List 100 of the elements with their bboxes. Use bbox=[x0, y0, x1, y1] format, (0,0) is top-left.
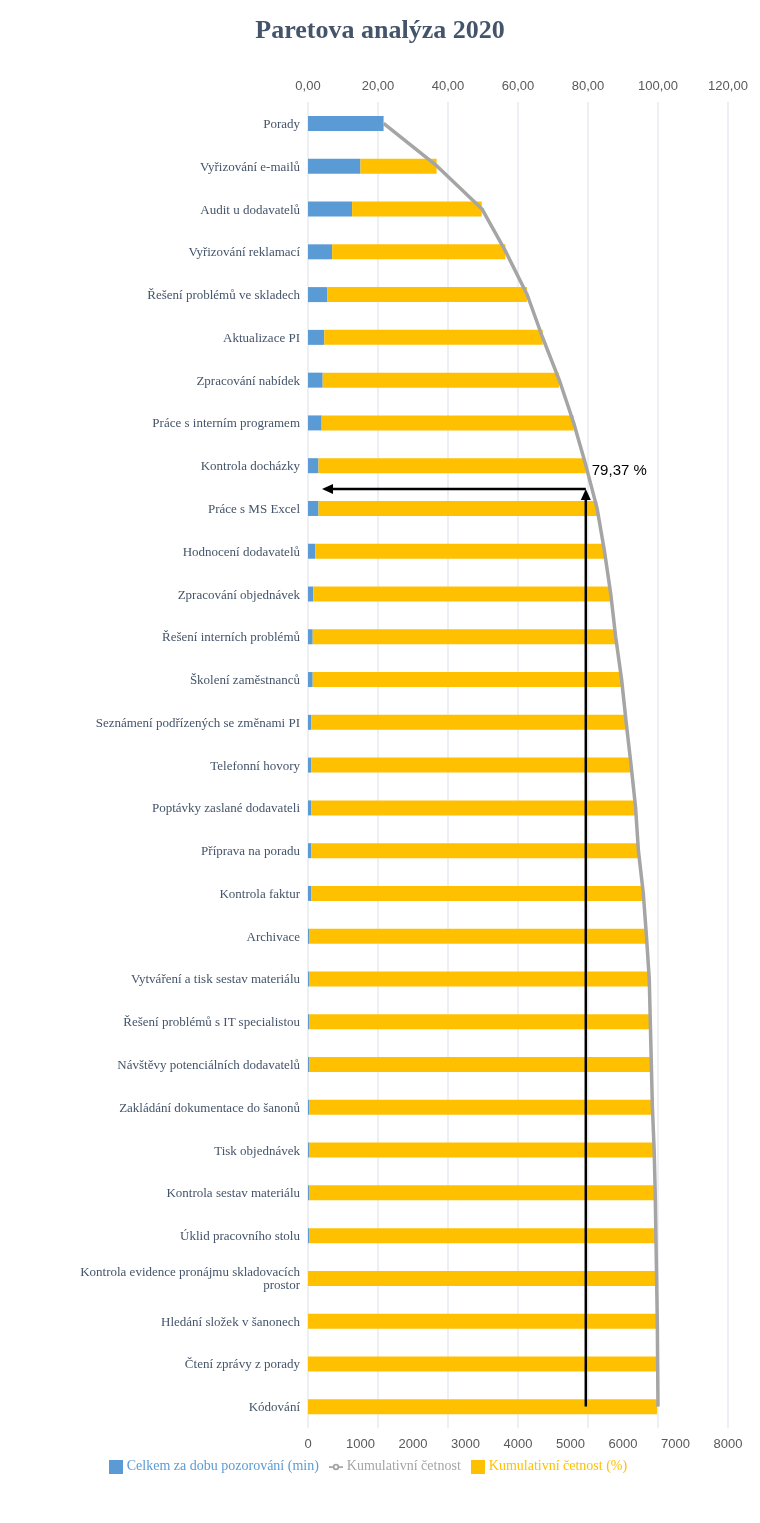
y-tick-label: Školení zaměstnanců bbox=[189, 672, 301, 688]
bar bbox=[308, 1270, 656, 1286]
y-tick-label: Kontrola docházky bbox=[200, 458, 301, 474]
y-tick-label: Zpracování objednávek bbox=[177, 586, 301, 602]
y-tick-label: Tisk objednávek bbox=[214, 1142, 301, 1158]
y-tick-label: Telefonní hovory bbox=[210, 757, 301, 773]
x2-tick-label: 20,00 bbox=[361, 78, 395, 93]
y-tick-label: Kontrola evidence pronájmu skladovacích prostor bbox=[80, 1264, 301, 1293]
x-tick-label: 6000 bbox=[608, 1436, 638, 1451]
bar bbox=[309, 1057, 651, 1073]
y-tick-label: Úklid pracovního stolu bbox=[180, 1228, 301, 1244]
y-tick-label: Vytváření a tisk sestav materiálu bbox=[131, 971, 301, 987]
bar bbox=[309, 1099, 653, 1115]
x2-tick-label: 0,00 bbox=[295, 78, 321, 93]
bar bbox=[309, 1185, 656, 1201]
bar bbox=[308, 372, 323, 388]
y-tick-label: Čtení zprávy z porady bbox=[184, 1356, 301, 1372]
y-tick-label: Porady bbox=[263, 116, 301, 131]
y-tick-label: Zpracování nabídek bbox=[196, 372, 301, 388]
y-tick-label: Vyřizování reklamací bbox=[188, 244, 301, 260]
bar bbox=[309, 1014, 650, 1030]
x2-tick-label: 40,00 bbox=[431, 78, 465, 93]
bar bbox=[308, 757, 312, 773]
x-tick-label: 5000 bbox=[556, 1436, 585, 1451]
bar bbox=[318, 500, 598, 516]
bar bbox=[315, 543, 605, 559]
bar bbox=[309, 1228, 657, 1244]
x-tick-label: 2000 bbox=[398, 1436, 428, 1451]
bar bbox=[308, 1313, 657, 1329]
y-tick-label: Seznámení podřízených se změnami PI bbox=[95, 714, 300, 730]
y-tick-label: Kontrola faktur bbox=[219, 885, 301, 901]
y-tick-label: Poptávky zaslané dodavateli bbox=[151, 800, 301, 816]
x2-tick-label: 120,00 bbox=[708, 78, 748, 93]
bar bbox=[308, 543, 316, 559]
y-tick-label: Práce s MS Excel bbox=[207, 500, 301, 516]
x-tick-label: 4000 bbox=[503, 1436, 533, 1451]
legend-label: Celkem za dobu pozorování (min) bbox=[126, 1458, 319, 1473]
bar bbox=[311, 714, 626, 730]
bar bbox=[318, 458, 586, 474]
bar bbox=[308, 672, 313, 688]
y-tick-label: Aktualizace PI bbox=[223, 329, 300, 345]
x2-tick-label: 100,00 bbox=[638, 78, 678, 93]
bar bbox=[311, 757, 631, 773]
bar bbox=[308, 458, 319, 474]
bar bbox=[308, 500, 319, 516]
y-tick-label: Řešení problémů ve skladech bbox=[147, 287, 301, 303]
bar bbox=[308, 714, 312, 730]
bar bbox=[312, 672, 622, 688]
bar bbox=[308, 329, 325, 345]
bar bbox=[332, 244, 506, 260]
bar bbox=[308, 586, 314, 602]
x-tick-label: 1000 bbox=[346, 1436, 375, 1451]
y-tick-label: Hledání složek v šanonech bbox=[161, 1313, 301, 1329]
bar bbox=[308, 116, 384, 131]
chart-title: Paretova analýza 2020 bbox=[254, 14, 506, 46]
legend-label: Kumulativní četnost bbox=[346, 1458, 461, 1473]
bar bbox=[311, 800, 636, 816]
y-tick-label: Řešení interních problémů bbox=[162, 629, 301, 645]
bar bbox=[308, 244, 333, 260]
bar bbox=[324, 329, 543, 345]
legend-label: Kumulativní četnost (%) bbox=[488, 1458, 628, 1473]
bar bbox=[308, 287, 328, 303]
bar bbox=[327, 287, 527, 303]
y-tick-label: Hodnocení dodavatelů bbox=[182, 543, 301, 559]
y-tick-label: Zakládání dokumentace do šanonů bbox=[119, 1099, 301, 1115]
y-tick-label: Řešení problémů s IT specialistou bbox=[123, 1014, 301, 1030]
x-tick-label: 3000 bbox=[451, 1436, 480, 1451]
x-tick-label: 0 bbox=[304, 1436, 312, 1451]
ref-line-label: 79,37 % bbox=[591, 460, 647, 478]
x-tick-label: 7000 bbox=[661, 1436, 690, 1451]
y-tick-label: Práce s interním programem bbox=[152, 415, 300, 431]
bar bbox=[312, 629, 616, 645]
y-tick-label: Kontrola sestav materiálu bbox=[166, 1185, 301, 1201]
bar bbox=[308, 843, 312, 859]
y-tick-label: Návštěvy potenciálních dodavatelů bbox=[117, 1057, 301, 1073]
x-tick-label: 8000 bbox=[713, 1436, 743, 1451]
bar bbox=[308, 629, 313, 645]
bar bbox=[308, 201, 353, 217]
bar bbox=[308, 158, 361, 174]
bar bbox=[308, 1356, 658, 1372]
bar bbox=[309, 1142, 654, 1158]
y-tick-label: Archivace bbox=[246, 928, 301, 944]
y-tick-label: Příprava na poradu bbox=[201, 843, 301, 859]
bar bbox=[308, 885, 312, 901]
bar bbox=[311, 843, 639, 859]
bar bbox=[308, 415, 322, 431]
bar bbox=[308, 1399, 658, 1415]
bar bbox=[322, 372, 559, 388]
y-tick-label: Vyřizování e-mailů bbox=[200, 158, 301, 174]
y-tick-label: Audit u dodavatelů bbox=[200, 201, 301, 217]
bar bbox=[352, 201, 482, 217]
bar bbox=[313, 586, 611, 602]
bar bbox=[321, 415, 574, 431]
bar bbox=[360, 158, 437, 174]
bar bbox=[309, 971, 649, 987]
bar bbox=[308, 800, 312, 816]
x2-tick-label: 60,00 bbox=[501, 78, 535, 93]
y-tick-label: Kódování bbox=[248, 1399, 301, 1415]
x2-tick-label: 80,00 bbox=[571, 78, 605, 93]
bar bbox=[309, 928, 647, 944]
